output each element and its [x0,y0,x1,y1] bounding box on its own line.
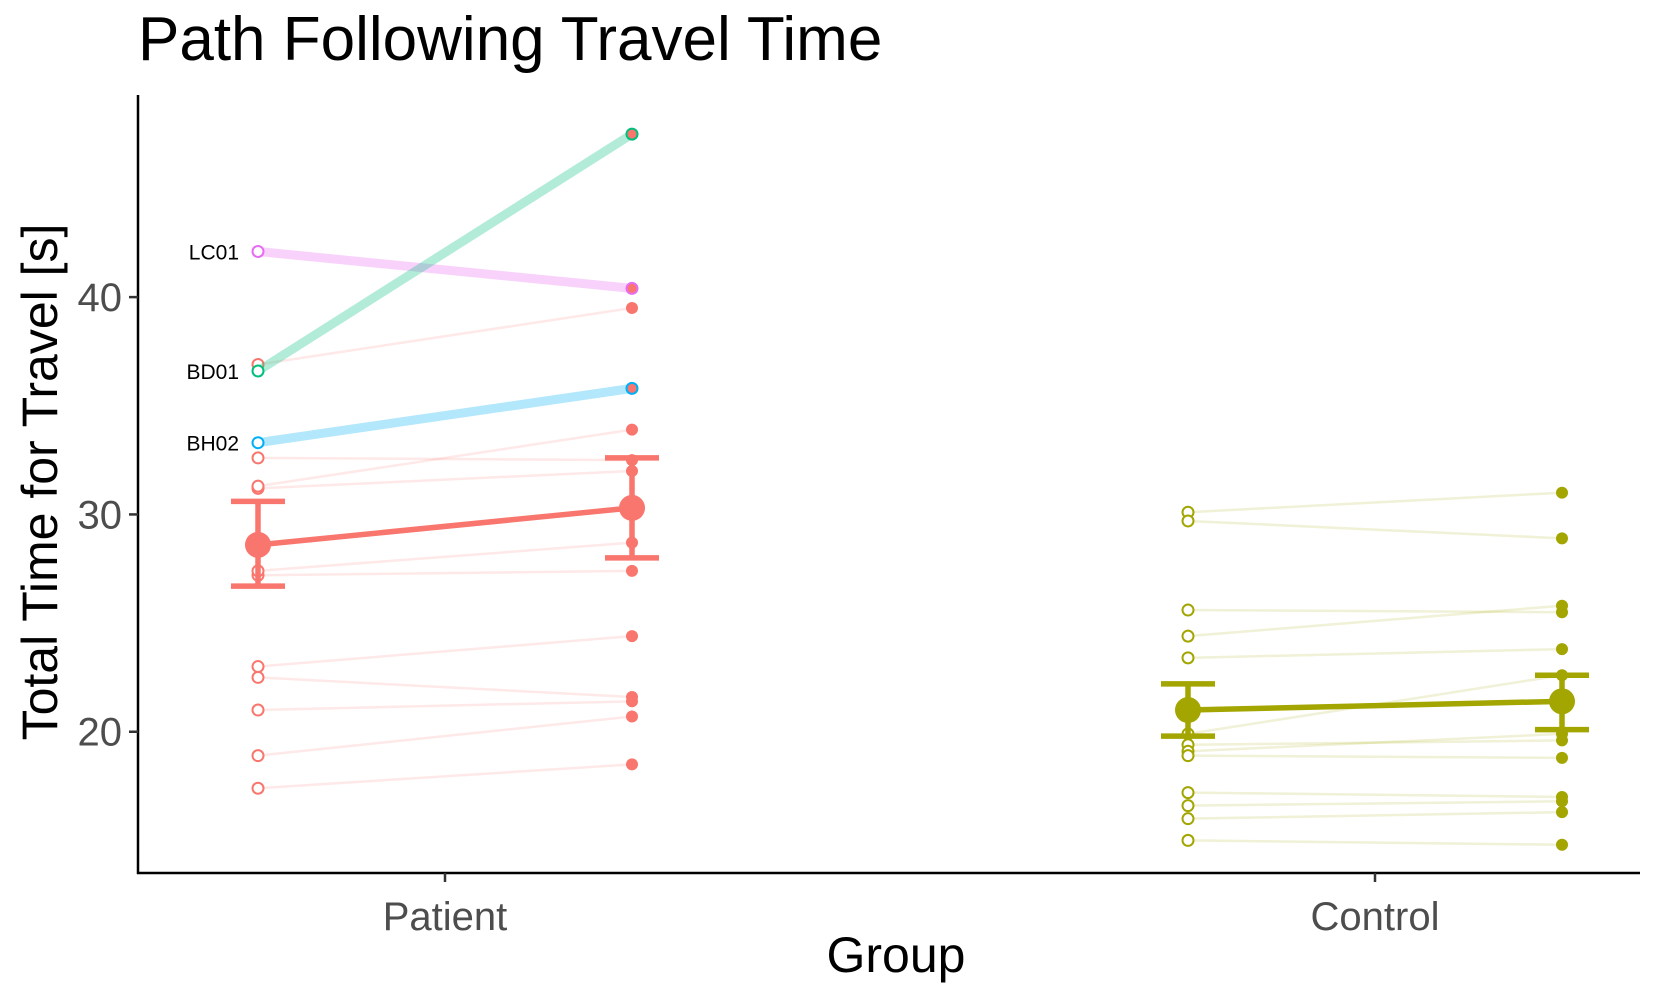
subject-line [1187,519,1563,540]
pre-point [251,660,265,674]
chart-title: Path Following Travel Time [138,5,883,74]
pre-point [1181,812,1195,826]
pre-point [251,781,265,795]
y-tick-label: 20 [78,711,123,755]
subject-line [1187,810,1563,820]
post-point [1556,795,1568,808]
subject-labels: LC01 BD01 BH02 [186,241,239,455]
subject-line [1187,800,1563,807]
x-tick-label: Control [1311,895,1440,939]
subject-line [257,763,633,790]
highlight-pre-point [251,244,265,258]
highlight-post-point [626,282,638,295]
post-point [1556,751,1568,764]
highlight-pre-point [251,436,265,450]
post-point [1556,643,1568,656]
group-means [231,455,1589,739]
subject-line [1187,604,1563,638]
subject-line [1187,791,1563,799]
post-point [1556,599,1568,612]
post-point [1556,486,1568,499]
pre-point [1181,629,1195,643]
post-point [626,564,638,577]
subject-line [257,456,633,462]
subject-line [257,469,633,490]
post-point [1556,838,1568,851]
subject-line [257,306,633,366]
pre-point [251,670,265,684]
subject-line [1187,491,1563,514]
subject-line [1187,739,1563,747]
post-point [1556,806,1568,819]
pre-point [251,749,265,763]
subject-line [1187,839,1563,846]
subject-line [257,634,633,668]
highlight-post-ring [625,127,639,141]
mean-point [245,531,271,558]
axes: 20 30 40 Patient Control [78,95,1640,939]
mean-point [1175,697,1201,724]
subject-line [257,428,633,488]
post-point [626,301,638,314]
subject-line [257,569,633,577]
highlight-line [253,383,637,448]
mean-point [619,494,645,521]
subject-line [1187,732,1563,753]
highlighted-subject-lines [251,127,639,450]
post-point [626,710,638,723]
subject-line [1187,754,1563,760]
post-point [626,630,638,643]
pre-point [251,703,265,717]
highlight-pre-point [251,364,265,378]
highlight-post-point [626,382,638,395]
subject-label: LC01 [189,241,239,264]
subject-line [1187,647,1563,660]
pre-point [251,451,265,465]
highlight-post-ring [625,281,639,295]
subject-line [257,541,633,573]
mean-point [1549,688,1575,715]
pre-point [1181,833,1195,847]
post-point [626,690,638,703]
subject-line [257,715,633,757]
highlight-post-point [626,128,638,141]
post-point [626,423,638,436]
post-point [1556,532,1568,545]
pre-point [1181,603,1195,617]
post-point [626,758,638,771]
pre-point [1181,651,1195,665]
pre-point [1181,749,1195,763]
y-tick-label: 30 [78,493,123,537]
pre-point [1181,514,1195,528]
highlight-post-ring [625,381,639,395]
pre-point [251,479,265,493]
x-tick-label: Patient [383,895,508,939]
subject-label: BH02 [186,433,239,456]
mean-line [1187,698,1563,713]
pre-point [1181,799,1195,813]
y-tick-label: 40 [78,276,123,320]
highlight-line [253,129,637,376]
subject-lines [251,301,1568,851]
subject-line [257,700,633,712]
highlight-line [253,246,637,293]
subject-line [1187,608,1563,614]
x-axis-title: Group [826,927,966,983]
subject-label: BD01 [186,361,239,384]
pre-point [1181,786,1195,800]
mean-line [257,505,633,548]
subject-line [257,676,633,699]
